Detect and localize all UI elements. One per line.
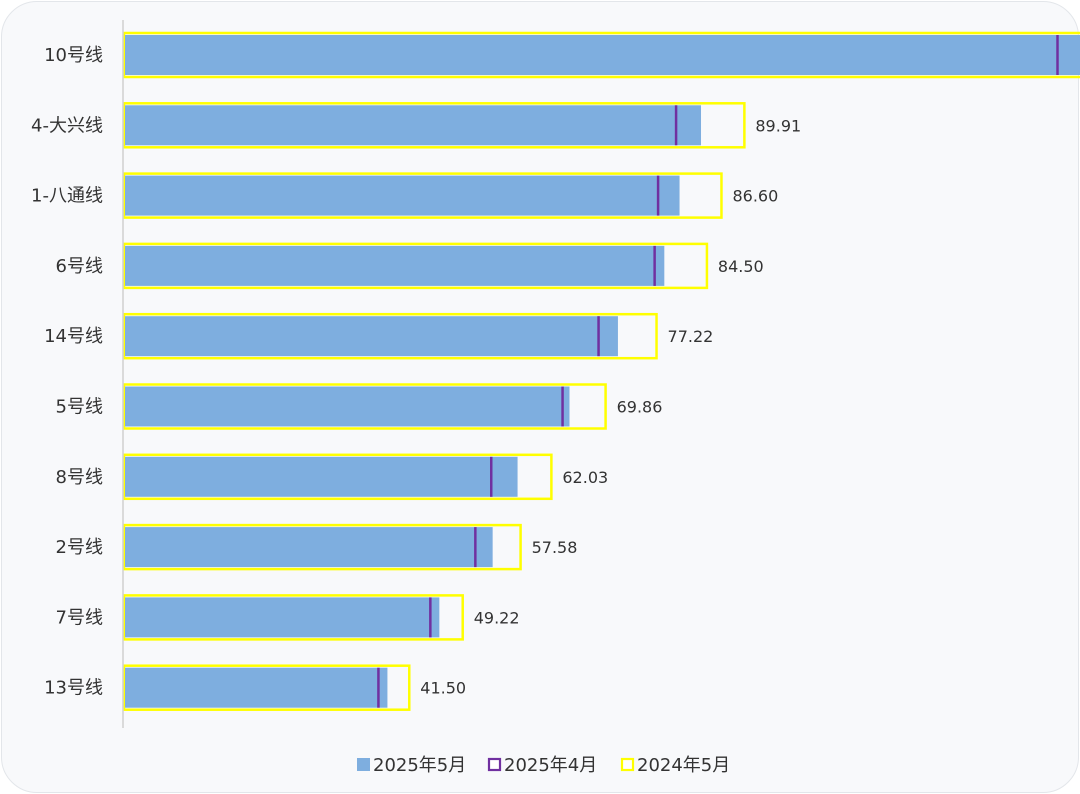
bar-2024-05-row-8 — [122, 594, 464, 641]
data-label-row-2: 86.60 — [732, 187, 778, 206]
legend-label-0: 2025年5月 — [373, 755, 466, 776]
legend-swatch-1 — [487, 757, 502, 772]
bar-2025-05-row-2 — [125, 175, 680, 216]
data-label-row-4: 77.22 — [668, 327, 714, 346]
bar-2024-05-row-1 — [122, 102, 746, 149]
category-label-row-0: 10号线 — [44, 45, 103, 66]
bar-2025-05-row-5 — [125, 386, 570, 427]
bar-2024-05-row-6 — [122, 453, 553, 501]
category-label-row-7: 2号线 — [56, 537, 103, 558]
bar-2024-05-row-3 — [122, 242, 709, 290]
bar-2025-05-row-1 — [125, 105, 702, 146]
bar-2025-05-row-8 — [125, 597, 440, 638]
category-label-row-4: 14号线 — [44, 326, 103, 347]
bar-2025-05-row-7 — [125, 527, 493, 568]
data-label-row-7: 57.58 — [532, 538, 578, 557]
bar-2025-05-row-9 — [125, 667, 388, 708]
data-label-row-1: 89.91 — [755, 116, 801, 135]
labels-layer: 10号线149.894-大兴线89.911-八通线86.606号线84.5014… — [31, 45, 801, 699]
bar-2024-05-row-4 — [122, 312, 658, 360]
bar-2024-05-row-7 — [122, 523, 522, 571]
category-label-row-8: 7号线 — [56, 607, 103, 628]
bar-2025-05-row-4 — [125, 316, 618, 357]
bars-layer — [122, 31, 1080, 711]
category-label-row-1: 4-大兴线 — [31, 115, 103, 136]
bar-2024-05-row-0 — [122, 31, 1080, 79]
category-label-row-3: 6号线 — [56, 256, 103, 277]
category-label-row-5: 5号线 — [56, 397, 103, 418]
category-label-row-2: 1-八通线 — [31, 186, 103, 207]
legend-label-1: 2025年4月 — [504, 755, 597, 776]
legend-label-2: 2024年5月 — [637, 755, 730, 776]
category-label-row-6: 8号线 — [56, 467, 103, 488]
category-label-row-9: 13号线 — [44, 678, 103, 699]
bar-2024-05-row-9 — [122, 664, 411, 711]
bar-2024-05-row-5 — [122, 383, 607, 430]
legend: 2025年5月 2025年4月 2024年5月 — [357, 755, 730, 776]
data-label-row-6: 62.03 — [562, 468, 608, 487]
data-label-row-9: 41.50 — [420, 679, 466, 698]
data-label-row-3: 84.50 — [718, 257, 764, 276]
legend-swatch-2 — [620, 757, 635, 772]
bar-2025-05-row-0 — [125, 35, 1080, 75]
bar-2025-05-row-3 — [125, 245, 665, 286]
bar-2025-05-row-6 — [125, 456, 518, 497]
data-label-row-5: 69.86 — [617, 398, 663, 417]
bar-2024-05-row-2 — [122, 172, 723, 219]
legend-swatch-0 — [357, 758, 370, 771]
data-label-row-8: 49.22 — [474, 608, 520, 627]
